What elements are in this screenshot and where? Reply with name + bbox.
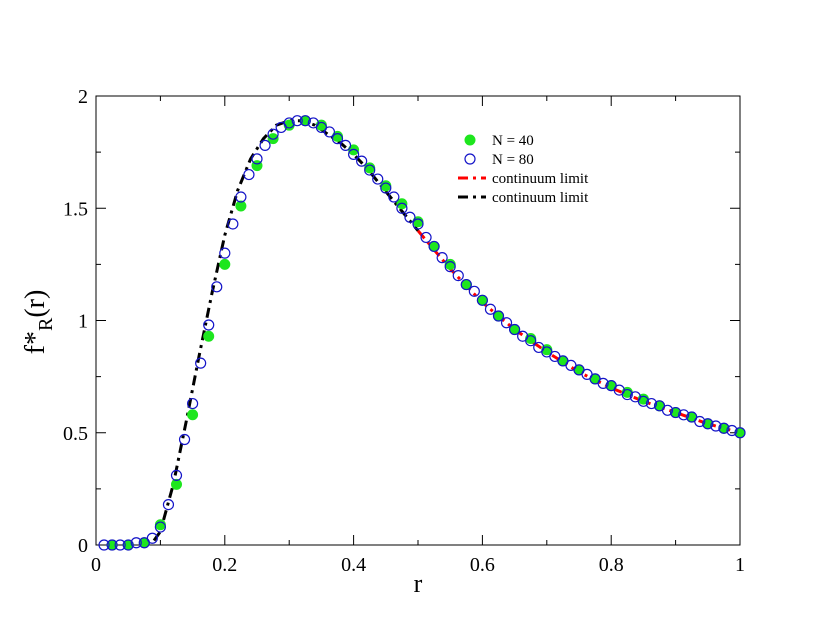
n80-point [597,377,609,389]
y-tick-label: 1.5 [63,198,88,220]
n80-point [678,409,690,421]
x-tick-label: 0.4 [341,554,366,576]
y-axis-label-tail: (r) [20,290,51,318]
n80-point [348,148,360,160]
n80-point [339,139,352,151]
n80-point [380,182,392,194]
y-tick-label: 2 [78,86,88,108]
n40-point [235,200,247,212]
n80-point [468,285,480,297]
n80-point [299,115,311,127]
n80-point [500,317,513,329]
n80-point [219,247,231,259]
series-lines [152,119,741,542]
n80-point [726,424,738,437]
n80-point [114,539,126,551]
n80-point [356,155,368,167]
n80-point [404,211,416,223]
n80-point [251,153,263,165]
n80-point [162,498,175,511]
continuum-limit-line-2 [416,229,741,435]
n80-point [412,218,424,230]
n40-point [203,330,215,342]
n80-point [645,397,658,410]
n80-point [154,521,166,533]
n80-point [106,539,118,551]
n80-point [637,395,650,407]
y-axis-label: f*R(r) [20,290,57,355]
y-tick-label: 1 [78,311,88,333]
n80-point [372,173,384,185]
n80-point [331,133,344,145]
n80-point [396,202,408,214]
legend-label-continuum-red: continuum limit [492,171,589,187]
n80-point [452,270,464,282]
n80-point [734,427,746,439]
y-axis-label-main: f* [20,331,51,354]
n40-point [219,258,231,270]
x-tick-label: 0 [91,554,101,576]
n80-point [621,388,633,401]
y-tick-label: 0 [78,535,88,557]
n80-point [436,252,448,264]
plot-frame [95,95,741,546]
legend-label-continuum-black: continuum limit [492,190,589,206]
n80-point [291,115,303,127]
legend-label-n80: N = 80 [492,152,534,168]
x-tick-label: 1 [735,554,745,576]
n80-point [661,404,674,416]
n80-point [178,433,191,446]
n80-point [718,422,730,434]
n80-point [484,303,497,315]
n80-point [267,128,279,140]
x-tick-label: 0.2 [212,554,237,576]
n80-point [388,191,400,203]
n80-point [122,539,134,551]
y-tick-label: 0.5 [63,423,88,445]
n80-point [420,231,432,244]
n80-point [146,532,158,544]
n80-point [211,281,223,293]
n80-point [170,469,183,482]
n80-point [428,240,440,253]
n80-point [243,168,255,181]
x-axis-label: r [414,569,423,598]
n80-point [476,294,488,306]
n80-point [259,139,271,151]
n80-point [364,164,376,176]
legend: N = 40 N = 80 continuum limit continuum … [458,133,589,206]
x-tick-label: 0.8 [599,554,624,576]
n80-point [669,406,682,419]
n40-point [187,409,199,421]
n40-point [154,519,166,531]
n80-point [195,357,207,369]
x-tick-label: 0.6 [470,554,495,576]
n80-point [508,323,521,336]
legend-marker-n40 [464,134,476,146]
n80-point [203,319,215,331]
n40-point [171,478,182,490]
n80-point [460,278,472,291]
n80-point [694,415,706,428]
legend-label-n40: N = 40 [492,133,534,149]
n80-point [444,261,456,273]
svg-text:f*R(r): f*R(r) [20,290,57,355]
n80-point [187,397,199,410]
n80-point [492,310,505,322]
axis-tick-labels: 0 0.2 0.4 0.6 0.8 1 0 0.5 1 1.5 2 [63,86,745,576]
series-points [98,115,746,551]
legend-marker-n80 [464,153,476,165]
n80-point [323,126,336,138]
axis-ticks [95,95,741,546]
n80-point [702,418,714,430]
n80-point [98,539,110,551]
n80-point [283,117,295,129]
n80-point [710,420,722,432]
n80-point [130,537,142,549]
y-axis-label-sub: R [35,317,57,331]
n80-point [525,335,537,347]
n80-point [235,191,247,203]
n80-point [227,218,239,230]
